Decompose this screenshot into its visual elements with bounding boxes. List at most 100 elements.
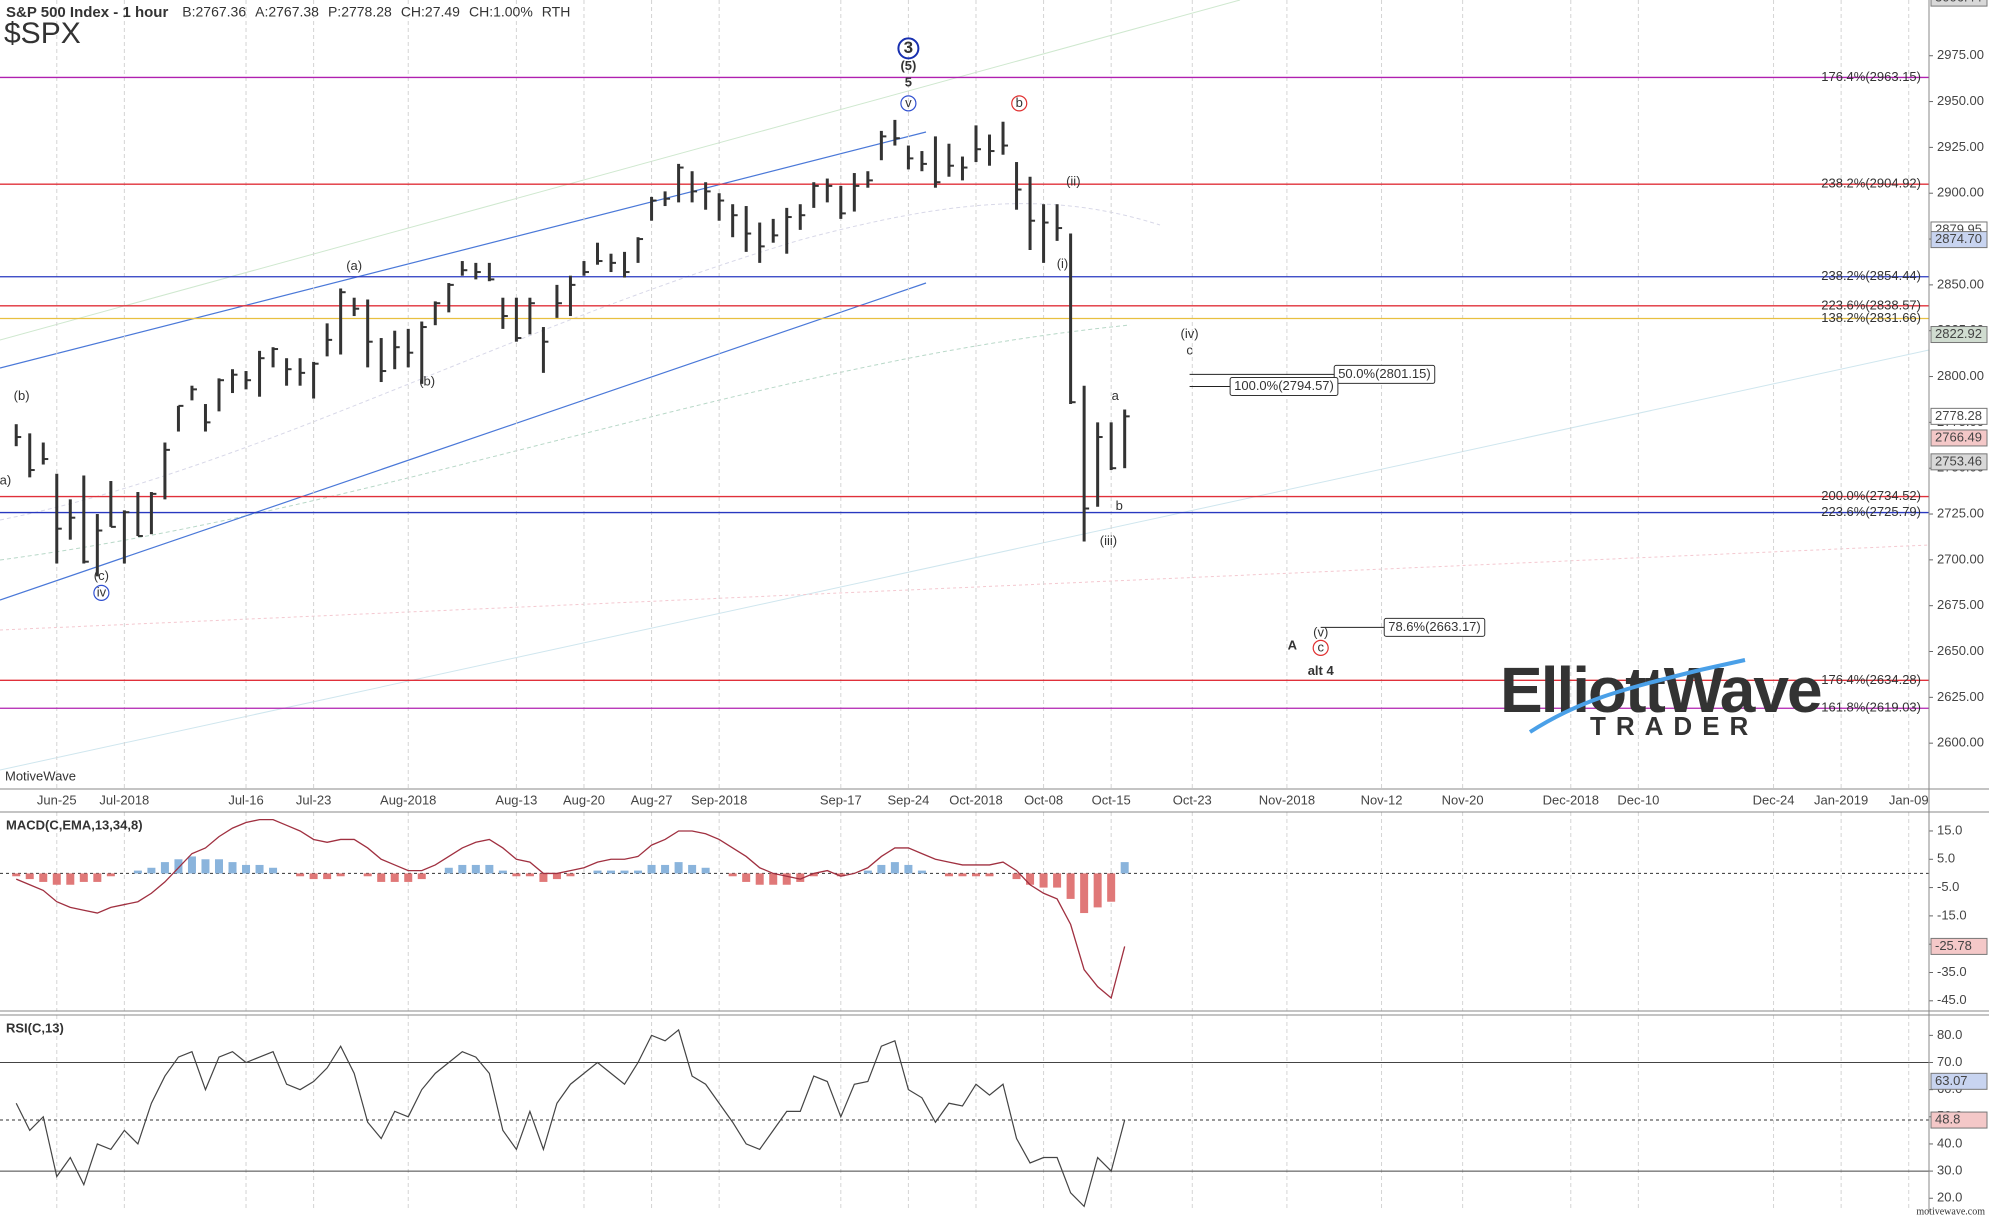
- price-bar: [501, 297, 508, 329]
- histogram-bar: [133, 870, 142, 874]
- histogram-bar: [214, 859, 223, 874]
- ma-line: [0, 324, 1131, 561]
- histogram-bar: [985, 873, 994, 877]
- target-box: [1229, 376, 1339, 396]
- price-bar: [690, 171, 698, 203]
- y-tick-label: 2700.00: [1937, 551, 1984, 566]
- x-tick-label: Nov-12: [1361, 792, 1403, 807]
- y-tick-label: -5.0: [1937, 879, 1959, 894]
- histogram-bar: [742, 873, 751, 882]
- histogram-bar: [809, 873, 818, 877]
- fib-label: 223.6%(2838.57): [1821, 297, 1921, 312]
- x-tick-label: Dec-10: [1617, 792, 1659, 807]
- x-tick-label: Nov-2018: [1259, 792, 1315, 807]
- x-tick-label: Aug-13: [495, 792, 537, 807]
- histogram-bar: [863, 870, 872, 874]
- fib-label: 200.0%(2734.52): [1821, 488, 1921, 503]
- wave-label: iv: [97, 584, 107, 599]
- wave-label: A: [1288, 637, 1298, 652]
- macd-line: [15, 818, 1126, 1000]
- price-bar: [744, 206, 752, 252]
- histogram-bar: [512, 873, 521, 877]
- price-bar: [1082, 385, 1090, 542]
- wave-label: (5): [900, 58, 916, 73]
- quote-item: CH:27.49: [401, 4, 460, 20]
- price-bar: [55, 473, 62, 564]
- histogram-bar: [255, 864, 264, 874]
- ma-line: [0, 544, 1930, 631]
- wave-circle: [900, 95, 917, 112]
- y-tick-label: 2800.00: [1937, 368, 1984, 383]
- wave-label: 3: [904, 38, 913, 57]
- histogram-bar: [944, 873, 953, 877]
- price-bar: [825, 178, 833, 203]
- price-bar: [190, 385, 197, 401]
- histogram-bar: [904, 864, 913, 874]
- price-label-box: [1930, 231, 1988, 249]
- rsi-line: [15, 1028, 1126, 1208]
- histogram-bar: [52, 873, 61, 885]
- price-bar: [258, 350, 265, 397]
- histogram-bar: [566, 873, 575, 877]
- histogram-bar: [458, 864, 467, 874]
- price-bar: [474, 262, 481, 280]
- histogram-bar: [1080, 873, 1089, 914]
- price-bar: [217, 378, 224, 412]
- wave-label: (b): [419, 373, 435, 388]
- histogram-bar: [12, 873, 21, 877]
- price-bar: [95, 514, 103, 577]
- logo-arrow: [1528, 658, 1746, 734]
- histogram-bar: [336, 873, 345, 877]
- wave-label: alt 4: [1308, 663, 1335, 678]
- histogram-bar: [674, 862, 683, 874]
- price-bar: [1096, 422, 1103, 507]
- target-box: [1333, 364, 1436, 384]
- panel-title: MACD(C,EMA,13,34,8): [6, 817, 143, 832]
- logo-text: Wave: [1664, 654, 1821, 726]
- y-tick-label: 5.0: [1937, 851, 1955, 866]
- price-bar: [650, 196, 657, 221]
- watermark: MotiveWave: [5, 768, 76, 783]
- price-bar: [879, 130, 887, 161]
- x-tick-label: Jun-25: [37, 792, 77, 807]
- histogram-bar: [25, 873, 34, 880]
- price-bar: [758, 222, 765, 263]
- price-bar: [1055, 204, 1063, 241]
- price-bar: [285, 358, 292, 386]
- wave-circle: [897, 37, 920, 60]
- histogram-bar: [539, 873, 548, 882]
- price-bar: [122, 510, 130, 564]
- histogram-bar: [269, 867, 278, 874]
- histogram-bar: [377, 873, 386, 882]
- histogram-bar: [647, 864, 656, 874]
- price-bar: [149, 492, 157, 535]
- histogram-bar: [1120, 862, 1129, 874]
- wave-label: a: [1112, 388, 1120, 403]
- price-bar: [568, 275, 576, 317]
- y-tick-label: -35.0: [1937, 964, 1967, 979]
- price-bar: [460, 261, 468, 276]
- x-tick-label: Oct-23: [1173, 792, 1212, 807]
- fib-label: 138.2%(2831.66): [1821, 310, 1921, 325]
- price-bar: [41, 442, 49, 465]
- price-bar: [339, 288, 346, 355]
- target-box: [1383, 617, 1486, 637]
- x-tick-label: Jul-23: [296, 792, 331, 807]
- price-bar: [487, 262, 495, 282]
- price-bar: [1001, 121, 1009, 155]
- price-bar: [582, 261, 589, 276]
- y-tick-label: 15.0: [1937, 822, 1962, 837]
- logo-text: TRADER: [1590, 711, 1758, 741]
- x-tick-label: Sep-24: [887, 792, 929, 807]
- histogram-bar: [917, 870, 926, 874]
- histogram-bar: [971, 873, 980, 877]
- histogram-bar: [890, 862, 899, 874]
- y-tick-label: 80.0: [1937, 1027, 1962, 1042]
- symbol: $SPX: [4, 17, 81, 50]
- price-bar: [244, 371, 252, 390]
- y-tick-label: -45.0: [1937, 992, 1967, 1007]
- histogram-bar: [1026, 873, 1035, 885]
- y-tick-label: 2925.00: [1937, 139, 1984, 154]
- wave-label: (iii): [1100, 533, 1117, 548]
